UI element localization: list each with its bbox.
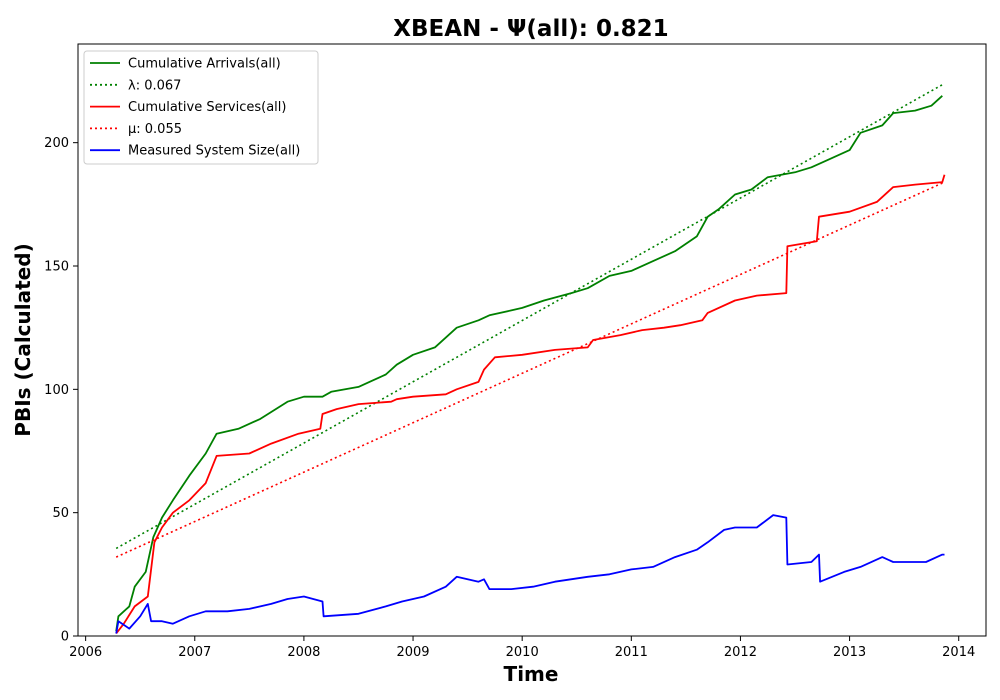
x-tick-label-2009: 2009 xyxy=(396,645,429,660)
x-tick-label-2012: 2012 xyxy=(724,645,757,660)
y-axis-label: PBIs (Calculated) xyxy=(11,243,35,436)
x-tick-label-2007: 2007 xyxy=(178,645,211,660)
series-line-2 xyxy=(115,174,946,635)
series-line-3 xyxy=(115,181,945,558)
legend-label-0: Cumulative Arrivals(all) xyxy=(128,57,281,72)
series-line-0 xyxy=(115,95,943,632)
x-tick-label-2013: 2013 xyxy=(833,645,866,660)
x-axis-label: Time xyxy=(504,662,559,686)
series-line-4 xyxy=(115,514,945,634)
legend-label-2: Cumulative Services(all) xyxy=(128,100,286,115)
y-tick-label-150: 150 xyxy=(44,260,69,275)
x-tick-label-2008: 2008 xyxy=(287,645,320,660)
plot-lines xyxy=(115,82,946,635)
y-axis: 0 50 100 150 200 xyxy=(44,136,78,645)
y-tick-label-50: 50 xyxy=(52,506,69,521)
legend-label-1: λ: 0.067 xyxy=(128,78,181,93)
x-tick-label-2014: 2014 xyxy=(942,645,975,660)
legend-label-3: μ: 0.055 xyxy=(128,122,182,137)
chart-title: XBEAN - Ψ(all): 0.821 xyxy=(393,16,668,42)
series-line-1 xyxy=(115,82,945,550)
y-tick-label-0: 0 xyxy=(61,630,69,645)
x-tick-label-2010: 2010 xyxy=(506,645,539,660)
legend: Cumulative Arrivals(all) λ: 0.067 Cumulati… xyxy=(83,50,319,165)
x-axis: 2006 2007 2008 2009 2010 2011 2012 2013 2014 xyxy=(69,636,975,660)
legend-box xyxy=(83,50,319,165)
y-tick-label-200: 200 xyxy=(44,136,69,151)
legend-label-4: Measured System Size(all) xyxy=(128,144,300,159)
x-tick-label-2006: 2006 xyxy=(69,645,102,660)
plot-frame xyxy=(77,43,987,637)
y-tick-label-100: 100 xyxy=(44,383,69,398)
x-tick-label-2011: 2011 xyxy=(615,645,648,660)
